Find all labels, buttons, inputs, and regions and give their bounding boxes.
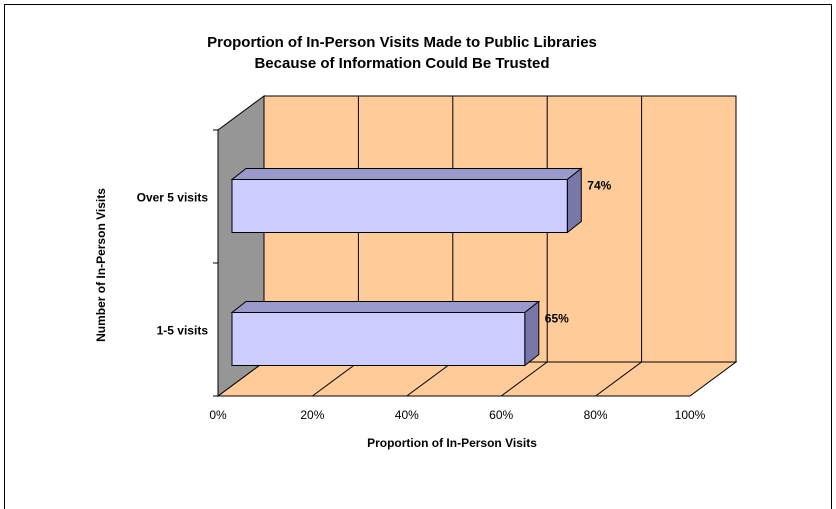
bar-value-label: 65% [545, 312, 569, 326]
chart-title-line-2: Because of Information Could Be Trusted [254, 55, 549, 72]
y-tick-label: 1-5 visits [157, 324, 209, 338]
bar [231, 312, 526, 366]
plot-area: 0% 20% 40% 60% 80% 100% 65% 1-5 visits 74% Over 5… [137, 95, 738, 422]
bar-value-label: 74% [587, 179, 611, 193]
chart-title-line-1: Proportion of In-Person Visits Made to P… [207, 34, 597, 51]
floor [216, 361, 738, 397]
floor-gridline [595, 361, 642, 397]
x-tick-label: 60% [489, 408, 513, 422]
bar-end-face [566, 167, 582, 234]
chart-frame [4, 4, 832, 509]
x-tick-label: 100% [675, 408, 706, 422]
floor-gridline [500, 361, 548, 397]
bar-top-face [230, 168, 583, 180]
y-axis-title: Number of In-Person Visits [94, 188, 108, 342]
y-tick-label: Over 5 visits [137, 191, 209, 205]
x-tick-label: 0% [209, 408, 227, 422]
bar-top-face [230, 301, 541, 313]
x-tick-label: 40% [395, 408, 419, 422]
bar-end-face [524, 300, 540, 367]
x-tick-label: 80% [584, 408, 608, 422]
x-tick-label: 20% [300, 408, 324, 422]
x-axis-title: Proportion of In-Person Visits [367, 436, 537, 450]
floor-gridline [406, 361, 454, 397]
bar [231, 179, 568, 233]
floor-gridline [312, 361, 359, 397]
